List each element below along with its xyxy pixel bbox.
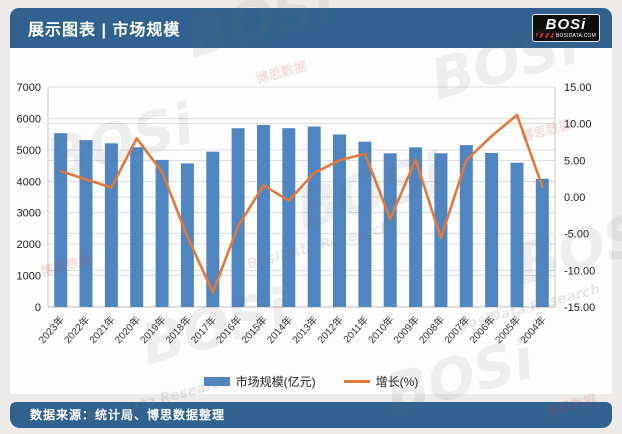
- bar-2017年: [206, 151, 220, 307]
- bar-2023年: [54, 133, 68, 307]
- bar-2016年: [231, 128, 245, 307]
- y-axis-right-tick-label: 15.00: [564, 82, 592, 94]
- x-axis-label-2005年: 2005年: [492, 313, 523, 346]
- bar-2011年: [358, 141, 372, 307]
- x-axis-label-2013年: 2013年: [289, 313, 320, 346]
- bosi-logo-stripes-icon: [536, 33, 554, 38]
- chart-card: 展示图表 | 市场规模 BOSi BOSIDATA.COM 7000 6000 50…: [10, 8, 612, 394]
- y-axis-left-tick-label: 0: [35, 302, 41, 314]
- legend-item-market-size: 市场规模(亿元): [203, 373, 316, 390]
- x-axis-label-2018年: 2018年: [162, 313, 193, 346]
- x-axis-label-2023年: 2023年: [36, 313, 67, 346]
- x-axis-label-2007年: 2007年: [441, 313, 472, 346]
- footer-bar: 数据来源：统计局、博思数据整理: [10, 402, 612, 428]
- x-axis-label-2022年: 2022年: [61, 313, 92, 346]
- bar-2013年: [307, 126, 321, 307]
- y-axis-left-tick-label: 5000: [17, 145, 41, 157]
- bar-2006年: [485, 153, 499, 307]
- chart-legend: 市场规模(亿元) 增长(%): [10, 368, 612, 394]
- y-axis-right-tick-label: -5.00: [564, 229, 589, 241]
- y-axis-left-tick-label: 1000: [17, 271, 41, 283]
- x-axis-label-2012年: 2012年: [315, 313, 346, 346]
- x-axis-label-2004年: 2004年: [517, 313, 548, 346]
- x-axis-label-2017年: 2017年: [188, 313, 219, 346]
- x-axis-label-2010年: 2010年: [365, 313, 396, 346]
- x-axis-label-2019年: 2019年: [137, 313, 168, 346]
- market-size-chart: 7000 6000 5000 4000 3000 2000 1000 0 15.00 10.00 5…: [17, 82, 596, 346]
- chart-wrap: 7000 6000 5000 4000 3000 2000 1000 0 15.00 10.00 5…: [10, 48, 612, 368]
- y-axis-right-tick-label: 5.00: [564, 155, 585, 167]
- page-title: 展示图表 | 市场规模: [28, 22, 181, 39]
- line-series-swatch-icon: [343, 379, 370, 383]
- bosi-logo: BOSi BOSIDATA.COM: [532, 14, 600, 42]
- y-axis-left-tick-label: 3000: [17, 208, 41, 220]
- legend-label-growth: 增长(%): [375, 374, 419, 389]
- y-axis-right-tick-label: -15.00: [564, 302, 595, 314]
- legend-label-market-size: 市场规模(亿元): [235, 374, 316, 389]
- legend-item-growth: 增长(%): [343, 373, 419, 390]
- x-axis-label-2016年: 2016年: [213, 313, 244, 346]
- bar-2021年: [104, 143, 118, 307]
- y-axis-right-tick-label: 0.00: [564, 192, 585, 204]
- x-axis-label-2009年: 2009年: [391, 313, 422, 346]
- bar-2010年: [383, 153, 397, 307]
- x-axis-label-2011年: 2011年: [340, 313, 371, 345]
- bar-2019年: [155, 159, 169, 307]
- bar-2009年: [409, 147, 423, 307]
- bar-2015年: [257, 125, 270, 307]
- x-axis-label-2006年: 2006年: [467, 313, 498, 346]
- header-bar: 展示图表 | 市场规模 BOSi BOSIDATA.COM: [10, 8, 612, 48]
- y-axis-right-tick-label: 10.00: [564, 119, 592, 131]
- bar-2014年: [282, 128, 296, 307]
- x-axis-label-2014年: 2014年: [264, 313, 295, 346]
- x-axis-label-2020年: 2020年: [112, 313, 143, 346]
- chart-panel: 7000 6000 5000 4000 3000 2000 1000 0 15.00 10.00 5…: [10, 48, 612, 394]
- bar-2007年: [459, 145, 473, 307]
- y-axis-left-tick-label: 2000: [17, 239, 41, 251]
- x-axis-label-2008年: 2008年: [416, 313, 447, 346]
- y-axis-left-tick-label: 7000: [17, 82, 41, 94]
- bar-2005年: [510, 162, 524, 307]
- bosi-logo-site: BOSIDATA.COM: [556, 33, 596, 39]
- x-axis-label-2015年: 2015年: [238, 313, 269, 346]
- bar-2020年: [130, 147, 144, 307]
- bar-2008年: [434, 153, 448, 307]
- bar-series-swatch-icon: [203, 376, 230, 386]
- x-axis-label-2021年: 2021年: [86, 313, 117, 346]
- y-axis-right-tick-label: -10.00: [564, 265, 595, 277]
- data-source-text: 数据来源：统计局、博思数据整理: [30, 408, 226, 422]
- growth-line: [59, 113, 544, 294]
- bar-2004年: [535, 178, 549, 307]
- bar-2012年: [333, 134, 346, 307]
- y-axis-left-tick-label: 6000: [17, 113, 41, 125]
- bar-2022年: [79, 140, 93, 307]
- y-axis-left-tick-label: 4000: [17, 176, 41, 188]
- bosi-logo-text: BOSi: [545, 16, 587, 33]
